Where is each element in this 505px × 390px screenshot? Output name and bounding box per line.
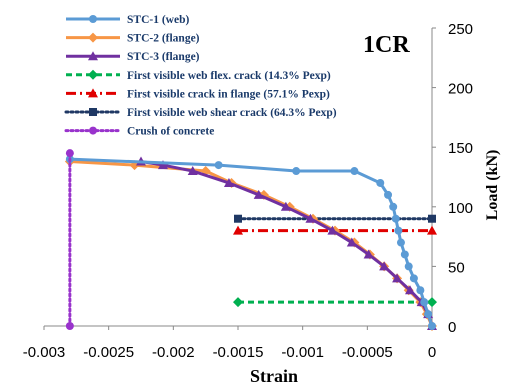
x-tick-label: -0.002 xyxy=(152,344,195,361)
y-tick-label: 50 xyxy=(448,259,465,276)
data-point xyxy=(88,32,98,43)
data-point xyxy=(350,167,359,176)
data-point xyxy=(424,310,433,319)
data-point xyxy=(187,166,198,176)
legend-entry: First visible web shear crack (64.3% Pex… xyxy=(127,107,337,119)
y-tick-label: 100 xyxy=(448,200,473,217)
data-point xyxy=(379,261,390,271)
x-tick-label: -0.003 xyxy=(23,344,66,361)
data-point xyxy=(327,225,338,235)
axes xyxy=(43,27,436,330)
data-point xyxy=(389,202,398,211)
data-point xyxy=(223,177,234,187)
data-point xyxy=(89,126,97,135)
x-tick-label: -0.0015 xyxy=(213,344,264,361)
data-point xyxy=(409,274,418,283)
data-point xyxy=(292,167,301,176)
y-tick-label: 0 xyxy=(448,319,456,336)
data-point xyxy=(88,69,98,80)
data-point xyxy=(363,249,374,259)
data-point xyxy=(392,273,403,283)
data-point xyxy=(420,298,429,307)
data-point xyxy=(427,225,437,235)
data-point xyxy=(65,322,74,330)
tick-labels: -0.003 -0.0025 -0.002 -0.0015 -0.001 -0.0005 0… xyxy=(23,21,473,361)
data-point xyxy=(65,149,74,158)
legend-entry: First visible web flex. crack (14.3% Pex… xyxy=(127,70,331,82)
data-point xyxy=(214,161,223,170)
series-5 xyxy=(234,214,436,223)
y-axis-title: Load (kN) xyxy=(484,150,501,221)
series-3 xyxy=(233,297,437,308)
data-point xyxy=(88,51,98,61)
legend-entry: First visible crack in flange (57.1% Pex… xyxy=(127,88,330,100)
data-point xyxy=(89,108,97,116)
data-point xyxy=(157,160,168,170)
data-point xyxy=(234,214,242,223)
data-point xyxy=(404,262,413,271)
data-point xyxy=(384,190,393,199)
data-point xyxy=(428,322,436,330)
data-point xyxy=(280,201,291,211)
legend-entry: STC-2 (flange) xyxy=(127,33,200,45)
data-point xyxy=(253,189,264,199)
x-tick-label: -0.001 xyxy=(281,344,324,361)
y-tick-label: 150 xyxy=(448,140,473,157)
data-point xyxy=(305,213,316,223)
data-point xyxy=(88,88,98,98)
x-tick-label: -0.0025 xyxy=(83,344,134,361)
legend: STC-1 (web) STC-2 (flange) STC-3 (flange) F… xyxy=(64,14,337,138)
x-axis-title: Strain xyxy=(250,366,298,386)
y-tick-label: 200 xyxy=(448,81,473,98)
x-tick-label: 0 xyxy=(428,344,436,361)
data-point xyxy=(428,214,436,223)
data-point xyxy=(233,225,243,235)
series-layer xyxy=(64,149,437,331)
data-point xyxy=(346,237,357,247)
data-point xyxy=(394,226,403,235)
x-tick-label: -0.0005 xyxy=(342,344,393,361)
series-0 xyxy=(65,155,436,330)
legend-entry: STC-1 (web) xyxy=(127,14,189,26)
data-point xyxy=(405,285,416,295)
series-2 xyxy=(136,156,437,330)
series-line xyxy=(140,160,434,327)
legend-entry: STC-3 (flange) xyxy=(127,51,200,63)
series-6 xyxy=(65,149,74,330)
legend-entry: Crush of concrete xyxy=(127,126,214,138)
data-point xyxy=(391,214,400,223)
data-point xyxy=(233,297,243,308)
data-point xyxy=(376,178,385,187)
chart-title: 1CR xyxy=(363,32,410,58)
y-tick-label: 250 xyxy=(448,21,473,38)
data-point xyxy=(427,297,437,308)
data-point xyxy=(89,15,97,23)
data-point xyxy=(400,250,409,259)
data-point xyxy=(416,286,425,295)
data-point xyxy=(396,238,405,247)
